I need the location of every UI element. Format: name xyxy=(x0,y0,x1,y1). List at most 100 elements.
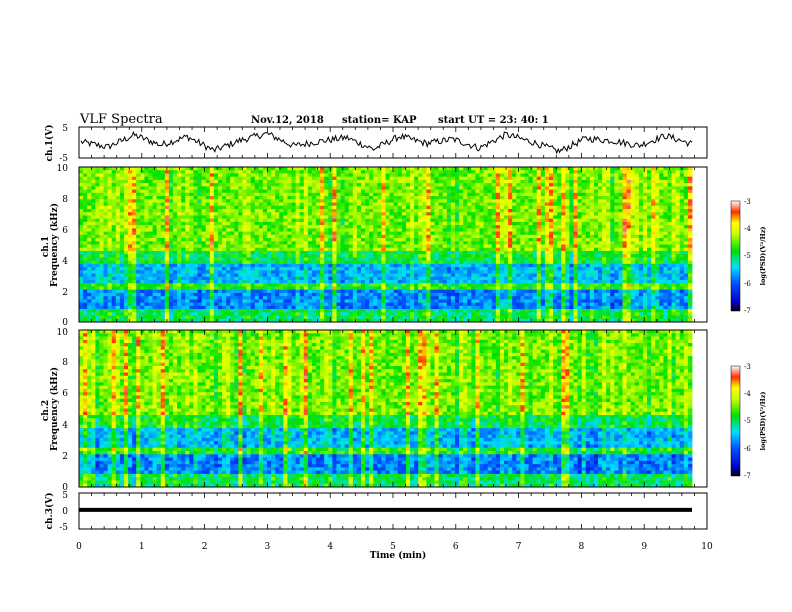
spectrogram-cell xyxy=(226,254,231,258)
spectrogram-cell xyxy=(377,244,382,249)
spectrogram-cell xyxy=(585,212,591,216)
spectrogram-cell xyxy=(258,231,264,236)
spectrogram-cell xyxy=(593,247,599,252)
spectrogram-cell xyxy=(148,234,153,239)
spectrogram-cell xyxy=(671,167,677,171)
spectrogram-cell xyxy=(438,267,444,271)
spectrogram-cell xyxy=(254,238,260,242)
spectrogram-cell xyxy=(602,221,607,226)
spectrogram-cell xyxy=(450,257,456,262)
spectrogram-cell xyxy=(291,250,296,255)
spectrogram-cell xyxy=(213,231,219,236)
spectrogram-cell xyxy=(262,250,268,255)
spectrogram-cell xyxy=(311,254,317,258)
spectrogram-cell xyxy=(266,167,272,171)
spectrogram-cell xyxy=(659,231,664,236)
spectrogram-cell xyxy=(438,254,444,258)
spectrogram-cell xyxy=(598,196,603,200)
spectrogram-cell xyxy=(119,189,125,194)
spectrogram-cell xyxy=(193,196,198,200)
spectrogram-cell xyxy=(316,192,321,197)
spectrogram-cell xyxy=(655,192,660,197)
spectrogram-cell xyxy=(679,238,685,242)
spectrogram-cell xyxy=(79,257,84,262)
spectrogram-cell xyxy=(193,221,198,226)
spectrogram-cell xyxy=(299,173,305,178)
spectrogram-cell xyxy=(287,199,292,203)
spectrogram-cell xyxy=(299,196,305,200)
spectrogram-cell xyxy=(79,218,84,223)
spectrogram-cell xyxy=(148,225,153,229)
spectrogram-cell xyxy=(250,231,256,236)
spectrogram-cell xyxy=(262,221,268,226)
spectrogram-cell xyxy=(532,202,538,207)
spectrogram-cell xyxy=(418,218,423,223)
spectrogram-cell xyxy=(266,212,272,216)
spectrogram-cell xyxy=(626,241,632,245)
spectrogram-cell xyxy=(160,176,166,181)
spectrogram-cell xyxy=(160,231,166,236)
spectrogram-cell xyxy=(275,241,280,245)
spectrogram-cell xyxy=(201,270,207,274)
spectrogram-cell xyxy=(303,215,309,220)
spectrogram-cell xyxy=(316,208,321,213)
spectrogram-cell xyxy=(156,234,162,239)
spectrogram-cell xyxy=(442,196,448,200)
spectrogram-cell xyxy=(213,225,219,229)
spectrogram-cell xyxy=(189,263,194,268)
spectrogram-cell xyxy=(569,257,574,262)
spectrogram-cell xyxy=(687,221,693,226)
spectrogram-cell xyxy=(295,215,301,220)
spectrogram-cell xyxy=(140,250,145,255)
spectrogram-cell xyxy=(275,192,280,197)
spectrogram-cell xyxy=(577,244,583,249)
spectrogram-cell xyxy=(148,173,153,178)
spectrogram-cell xyxy=(659,257,664,262)
spectrogram-cell xyxy=(589,176,595,181)
spectrogram-cell xyxy=(573,260,578,265)
spectrogram-cell xyxy=(606,205,611,210)
spectrogram-cell xyxy=(340,189,346,194)
spectrogram-cell xyxy=(671,221,677,226)
spectrogram-cell xyxy=(655,225,660,229)
spectrogram-cell xyxy=(332,202,337,207)
spectrogram-cell xyxy=(410,244,415,249)
spectrogram-cell xyxy=(205,221,211,226)
spectrogram-cell xyxy=(589,260,595,265)
spectrogram-cell xyxy=(553,263,558,268)
spectrogram-cell xyxy=(316,238,321,242)
spectrogram-cell xyxy=(540,254,546,258)
spectrogram-cell xyxy=(201,176,207,181)
spectrogram-cell xyxy=(589,170,595,174)
spectrogram-cell xyxy=(287,234,292,239)
spectrogram-cell xyxy=(328,189,333,194)
spectrogram-cell xyxy=(626,218,632,223)
spectrogram-cell xyxy=(602,212,607,216)
spectrogram-cell xyxy=(479,238,484,242)
spectrogram-cell xyxy=(553,247,558,252)
spectrogram-cell xyxy=(598,225,603,229)
spectrogram-cell xyxy=(491,215,497,220)
spectrogram-cell xyxy=(548,212,554,216)
spectrogram-cell xyxy=(132,228,137,232)
spectrogram-cell xyxy=(516,186,521,191)
spectrogram-cell xyxy=(659,244,664,249)
spectrogram-cell xyxy=(303,170,309,174)
spectrogram-cell xyxy=(679,263,685,268)
spectrogram-cell xyxy=(250,225,256,229)
spectrogram-cell xyxy=(569,199,574,203)
spectrogram-cell xyxy=(266,238,272,242)
spectrogram-cell xyxy=(557,212,562,216)
spectrogram-cell xyxy=(287,260,292,265)
spectrogram-cell xyxy=(258,167,264,171)
spectrogram-cell xyxy=(177,267,182,271)
spectrogram-cell xyxy=(536,179,542,184)
spectrogram-cell xyxy=(393,238,399,242)
spectrogram-cell xyxy=(397,208,403,213)
spectrogram-cell xyxy=(373,260,378,265)
spectrogram-cell xyxy=(610,173,615,178)
spectrogram-cell xyxy=(459,170,464,174)
spectrogram-cell xyxy=(271,176,276,181)
spectrogram-cell xyxy=(185,254,190,258)
spectrogram-cell xyxy=(266,231,272,236)
